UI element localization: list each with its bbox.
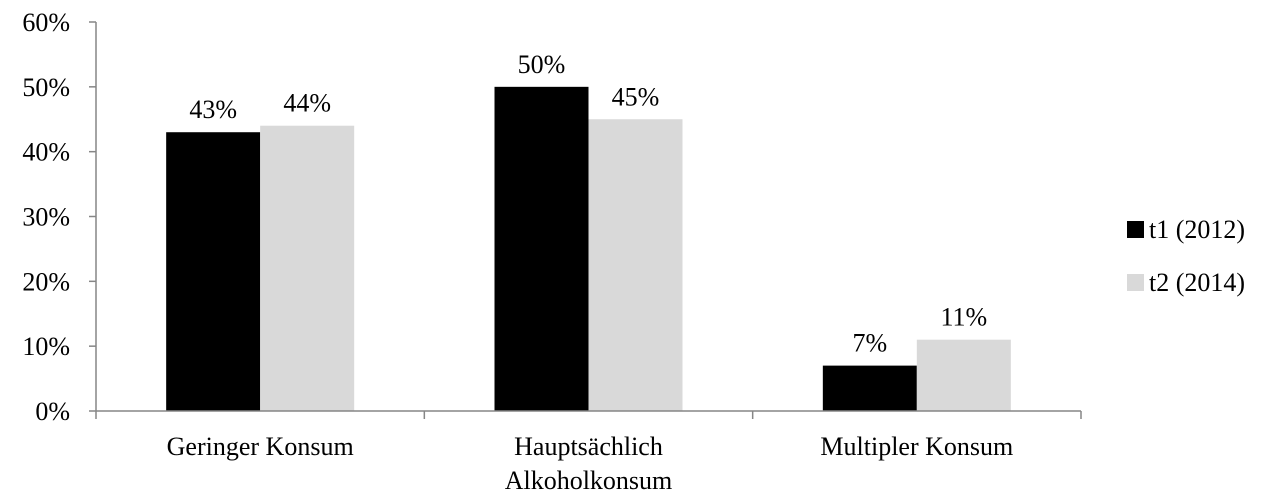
data-label: 7% [852, 329, 887, 358]
legend-swatch [1127, 274, 1144, 291]
x-category-label-line: Alkoholkonsum [505, 466, 673, 495]
y-axis-ticks: 0% 10% 20% 30% 40% 50% 60% [22, 8, 96, 426]
x-category-label: Hauptsächlich Alkoholkonsum [505, 432, 673, 495]
x-category-label: Multipler Konsum [820, 432, 1013, 461]
bar [260, 125, 355, 411]
x-category-label-line: Multipler Konsum [820, 432, 1013, 461]
legend-label: t1 (2012) [1149, 215, 1245, 244]
bar [166, 132, 261, 411]
x-category-label-line: Hauptsächlich [514, 432, 663, 461]
bar [494, 86, 589, 411]
bar [916, 339, 1011, 411]
legend: t1 (2012) t2 (2014) [1127, 215, 1245, 297]
bar [588, 119, 683, 411]
data-labels: 43% 44% 50% 45% 7% 11% [189, 50, 987, 358]
y-tick-label: 20% [22, 267, 70, 296]
y-tick-label: 40% [22, 138, 70, 167]
x-category-label-line: Geringer Konsum [167, 432, 354, 461]
y-tick-label: 0% [35, 397, 70, 426]
bar [822, 365, 917, 411]
y-tick-label: 60% [22, 8, 70, 37]
legend-label: t2 (2014) [1149, 268, 1245, 297]
axes [95, 22, 1082, 419]
legend-swatch [1127, 221, 1144, 238]
data-label: 43% [189, 95, 237, 124]
data-label: 44% [283, 89, 331, 118]
y-tick-label: 30% [22, 203, 70, 232]
data-label: 50% [518, 50, 566, 79]
data-label: 11% [940, 303, 987, 332]
data-label: 45% [612, 82, 660, 111]
category-labels: Geringer Konsum Hauptsächlich Alkoholkonsu… [167, 432, 1014, 495]
y-tick-label: 50% [22, 73, 70, 102]
x-category-label: Geringer Konsum [167, 432, 354, 461]
bars [166, 86, 1011, 411]
y-tick-label: 10% [22, 332, 70, 361]
